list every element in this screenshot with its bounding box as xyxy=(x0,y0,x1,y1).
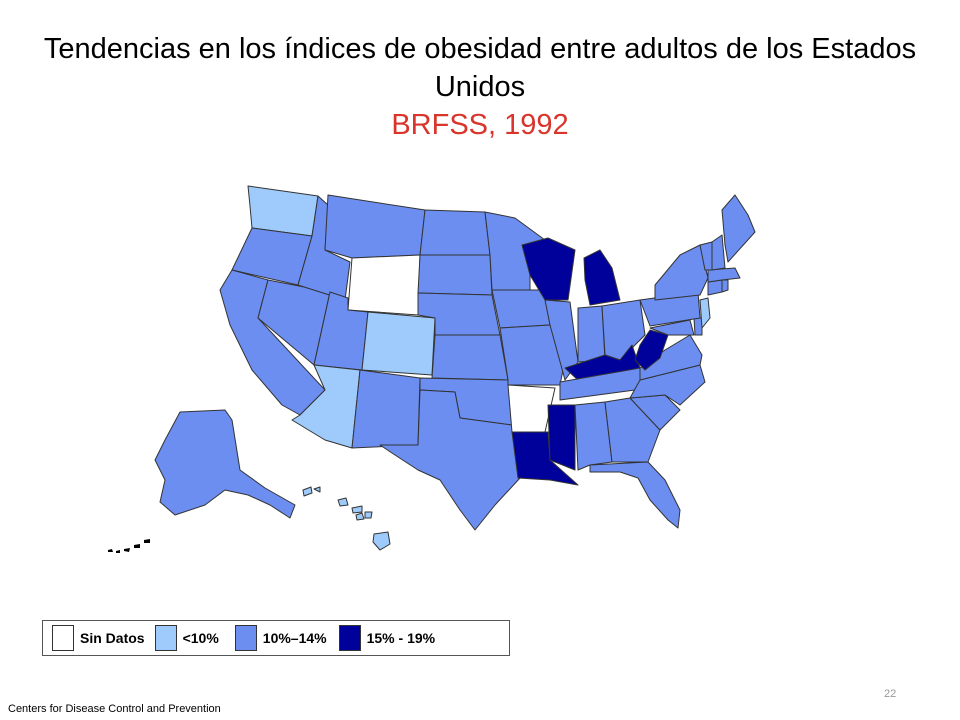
state-nh xyxy=(711,234,726,271)
state-nj xyxy=(699,297,711,329)
legend-item-no-data: Sin Datos xyxy=(52,625,145,651)
legend-item-15-19: 15% - 19% xyxy=(338,625,436,651)
state-ms xyxy=(547,404,576,471)
title-block: Tendencias en los índices de obesidad en… xyxy=(0,30,960,144)
state-ga xyxy=(604,397,661,463)
legend-swatch-15-19 xyxy=(338,625,361,651)
state-ri xyxy=(721,279,729,293)
state-fl xyxy=(589,461,681,529)
page-number: 22 xyxy=(884,688,897,700)
state-md xyxy=(649,319,695,336)
legend-item-10-14: 10%–14% xyxy=(234,625,327,651)
legend-label-15-19: 15% - 19% xyxy=(366,630,436,646)
state-wv xyxy=(634,329,669,371)
state-hi xyxy=(302,486,391,551)
state-nd xyxy=(419,209,491,256)
state-mt xyxy=(324,194,426,259)
state-me xyxy=(721,194,756,263)
state-de xyxy=(693,317,703,336)
state-ks xyxy=(431,334,509,381)
map-subtitle: BRFSS, 1992 xyxy=(391,109,569,141)
source-credit: Centers for Disease Control and Preventi… xyxy=(8,703,221,715)
state-tx xyxy=(379,389,521,531)
legend-label-10-14: 10%–14% xyxy=(262,630,327,646)
legend-swatch-10-14 xyxy=(234,625,257,651)
state-va xyxy=(639,334,703,381)
state-ma xyxy=(707,267,741,283)
state-wy xyxy=(347,254,421,316)
state-in xyxy=(577,305,606,363)
alaska-aleutian-islands xyxy=(108,539,150,553)
legend: Sin Datos <10% 10%–14% 15% - 19% xyxy=(42,620,510,656)
state-al xyxy=(574,401,613,471)
state-nm xyxy=(351,369,421,449)
state-wi xyxy=(521,237,576,301)
legend-swatch-no-data xyxy=(52,625,74,651)
legend-label-lt10: <10% xyxy=(182,630,219,646)
state-ak xyxy=(154,409,296,519)
state-ct xyxy=(707,279,723,296)
state-ny xyxy=(654,244,709,301)
state-mi xyxy=(583,249,621,306)
map-title: Tendencias en los índices de obesidad en… xyxy=(43,33,917,103)
state-co xyxy=(361,311,436,376)
state-la xyxy=(511,431,579,486)
state-sd xyxy=(417,254,493,296)
state-ia xyxy=(491,289,551,329)
legend-label-no-data: Sin Datos xyxy=(80,630,145,646)
legend-swatch-lt10 xyxy=(154,625,177,651)
legend-item-lt10: <10% xyxy=(154,625,219,651)
